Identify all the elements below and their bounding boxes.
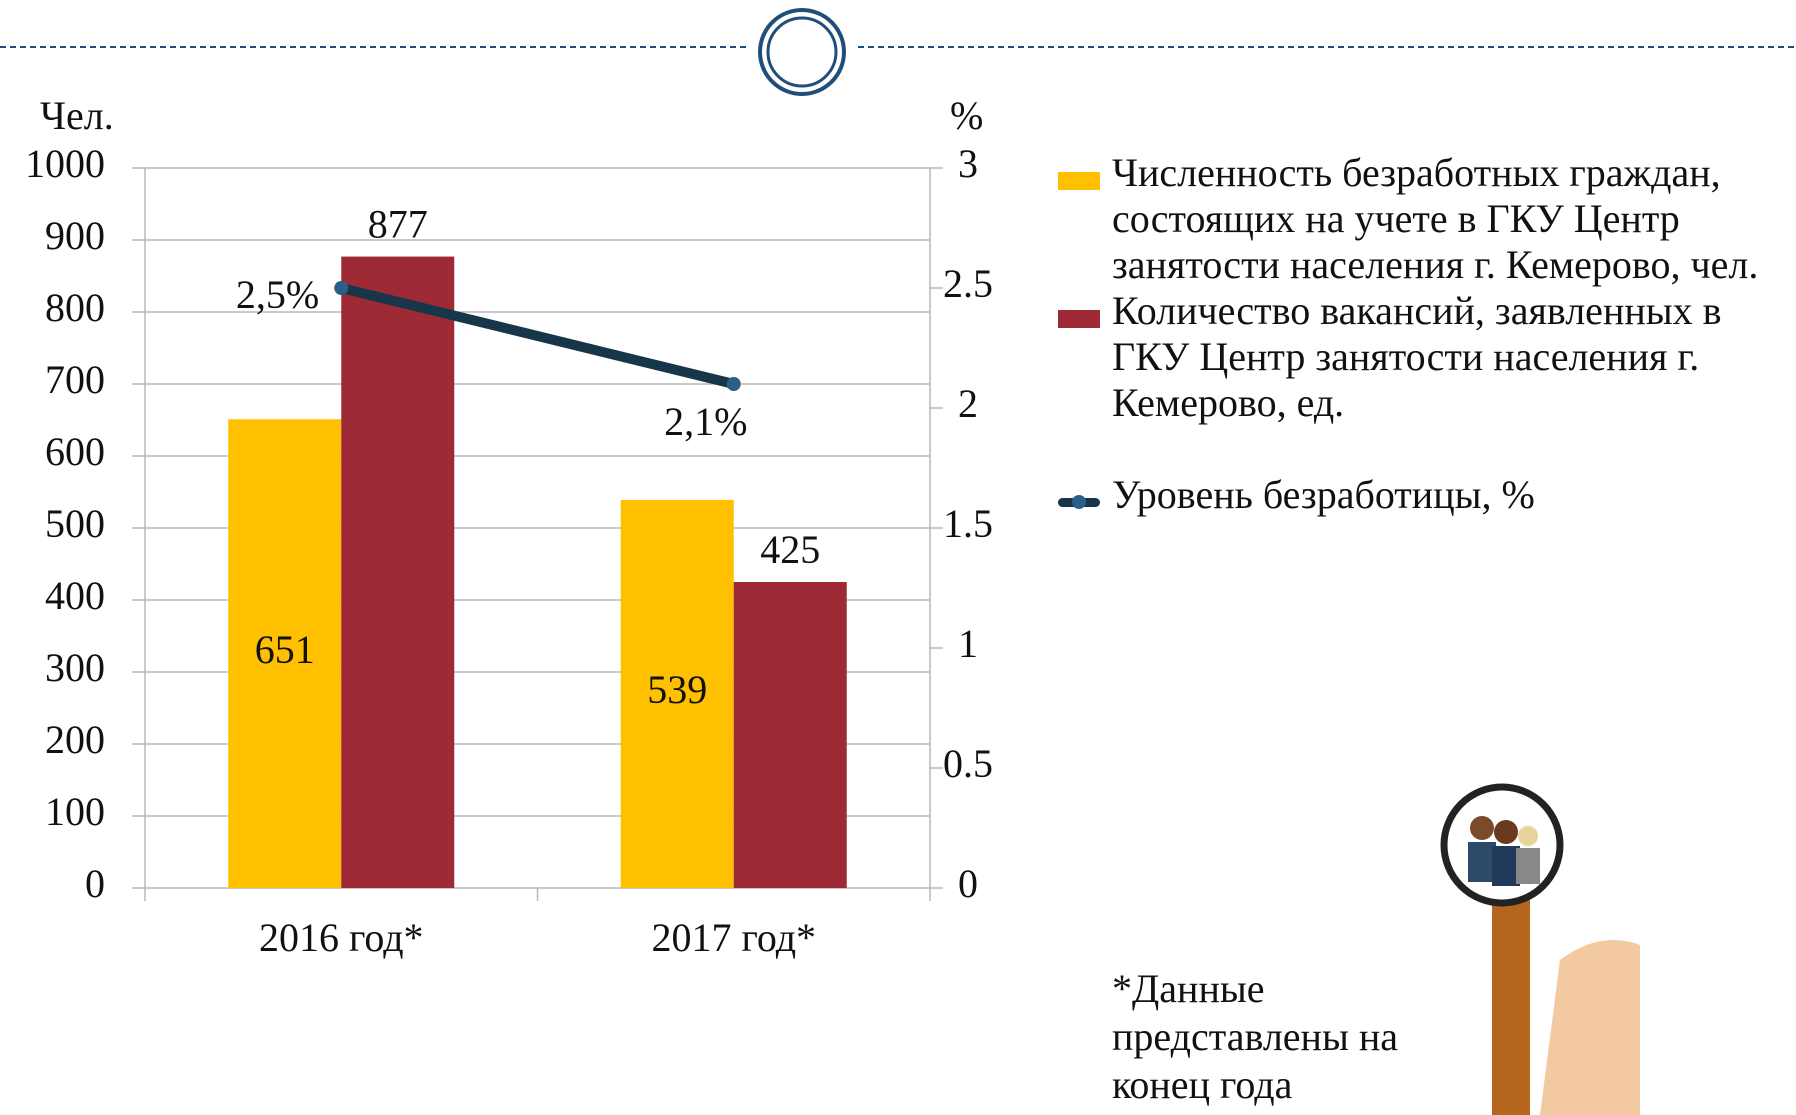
y-axis-label: Чел. xyxy=(40,93,114,138)
header-decoration xyxy=(0,10,1796,94)
legend-marker xyxy=(1072,495,1086,509)
bar xyxy=(341,257,454,888)
legend-label: Численность безработных граждан, состоящ… xyxy=(1112,150,1758,287)
legend-swatch xyxy=(1058,172,1100,190)
icon xyxy=(1444,787,1640,1115)
y-tick-label: 100 xyxy=(45,789,105,834)
y2-axis-label: % xyxy=(950,93,983,138)
line-marker xyxy=(334,281,348,295)
y-tick-label: 0 xyxy=(85,861,105,906)
annotation: *Данные представлены на конец года xyxy=(1112,965,1442,1109)
y2-tick-label: 3 xyxy=(958,141,978,186)
legend-swatch xyxy=(1058,310,1100,328)
y2-tick-label: 2.5 xyxy=(943,261,993,306)
y-tick-label: 600 xyxy=(45,429,105,474)
bar xyxy=(734,582,847,888)
y2-tick-label: 0.5 xyxy=(943,741,993,786)
legend: Численность безработных граждан, состоящ… xyxy=(1058,150,1796,518)
y-tick-label: 900 xyxy=(45,213,105,258)
data-label: 2,5% xyxy=(236,272,319,317)
y2-tick-label: 1.5 xyxy=(943,501,993,546)
legend-label: Количество вакансий, заявленных в ГКУ Це… xyxy=(1112,288,1722,425)
x-tick-label: 2017 год* xyxy=(651,915,816,960)
legend-entry: Количество вакансий, заявленных в ГКУ Це… xyxy=(1058,288,1796,426)
page: {"chart_data": {"type": "bar-line", "y_a… xyxy=(0,0,1796,1115)
line-marker xyxy=(727,377,741,391)
legend-entry: Уровень безработицы, % xyxy=(1058,472,1796,518)
y-tick-label: 300 xyxy=(45,645,105,690)
data-label: 425 xyxy=(760,527,820,572)
data-label: 2,1% xyxy=(664,399,747,444)
legend-swatch xyxy=(1058,498,1100,507)
y-tick-label: 400 xyxy=(45,573,105,618)
data-label: 539 xyxy=(647,667,707,712)
x-tick-label: 2016 год* xyxy=(259,915,424,960)
y-tick-label: 500 xyxy=(45,501,105,546)
y2-tick-label: 2 xyxy=(958,381,978,426)
data-label: 877 xyxy=(368,202,428,247)
y-tick-label: 800 xyxy=(45,285,105,330)
y2-tick-label: 0 xyxy=(958,861,978,906)
legend-label: Уровень безработицы, % xyxy=(1112,472,1535,517)
legend-entry: Численность безработных граждан, состоящ… xyxy=(1058,150,1796,288)
y-tick-label: 200 xyxy=(45,717,105,762)
y-tick-label: 700 xyxy=(45,357,105,402)
y-tick-label: 1000 xyxy=(25,141,105,186)
data-label: 651 xyxy=(255,627,315,672)
y2-tick-label: 1 xyxy=(958,621,978,666)
